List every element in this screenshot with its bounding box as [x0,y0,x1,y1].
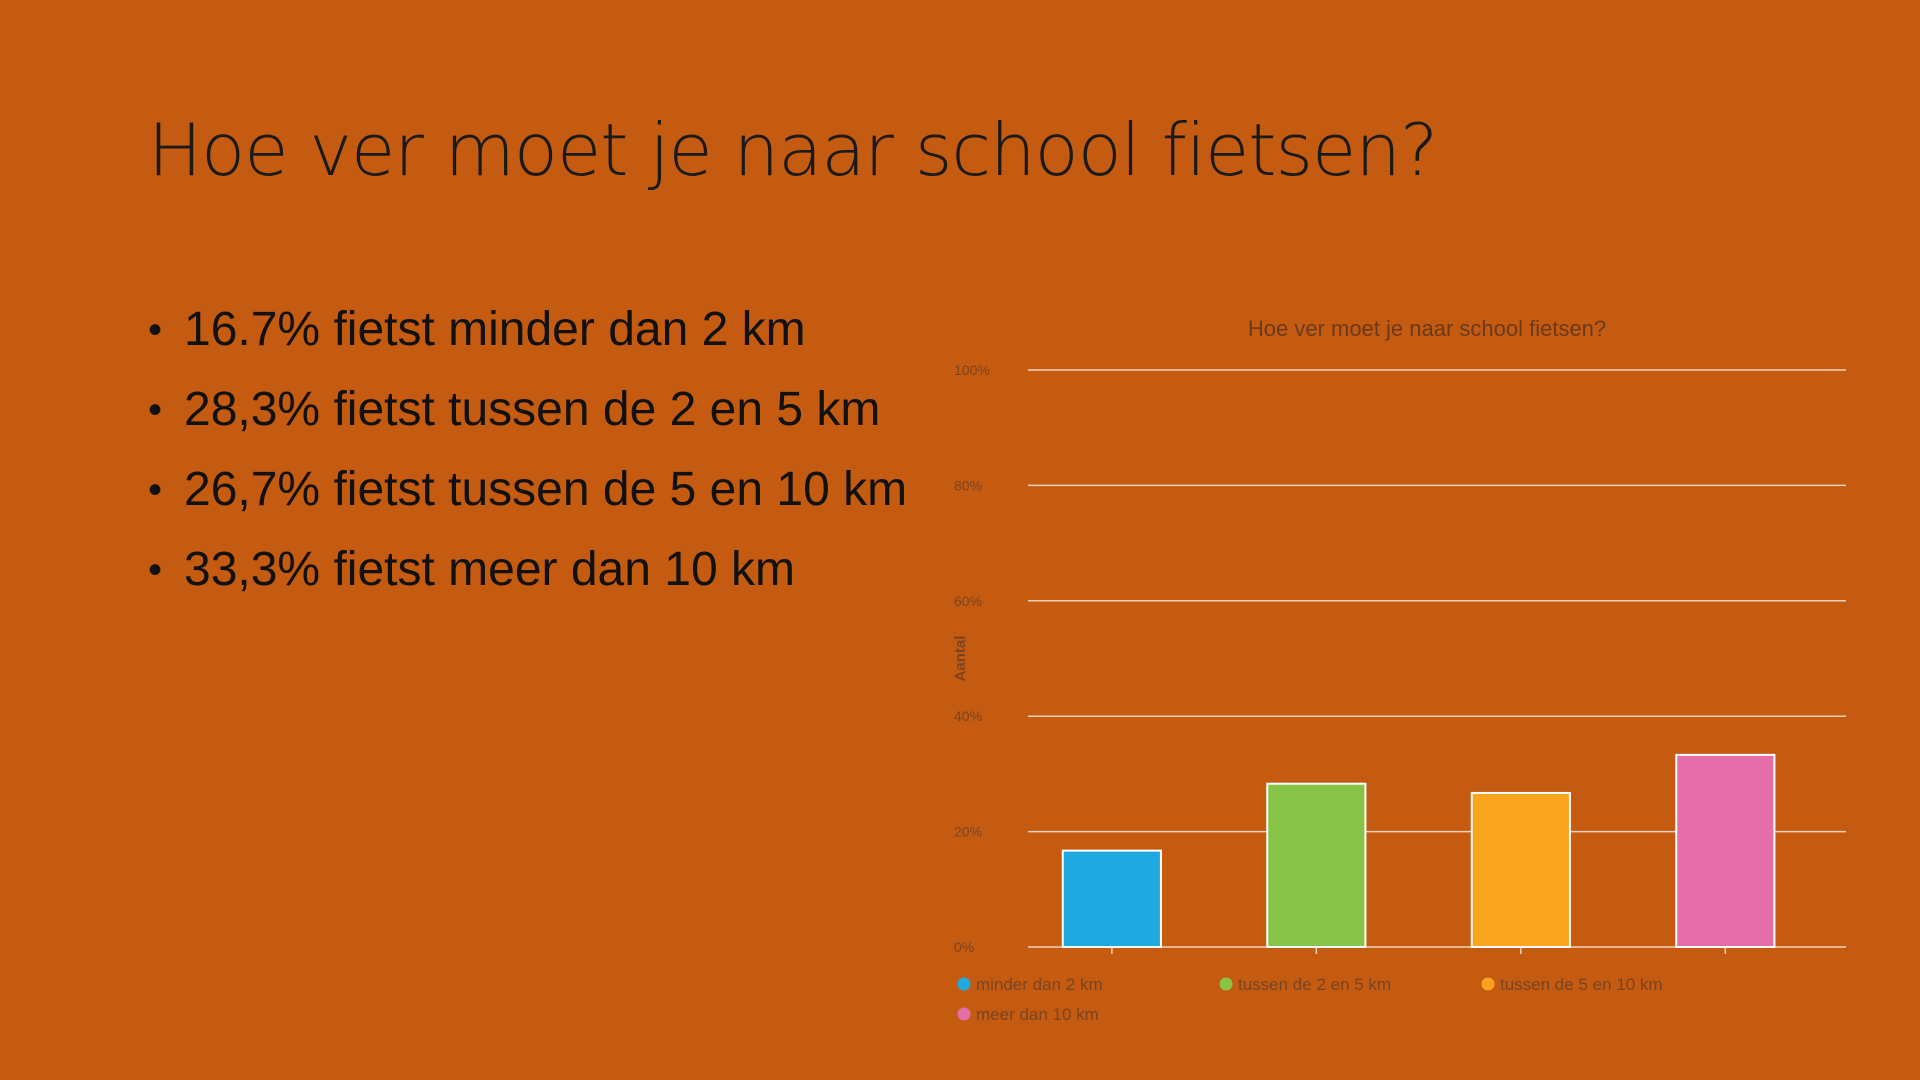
y-tick-label: 20% [954,824,982,840]
bullet-text: 16.7% fietst minder dan 2 km [184,303,806,356]
legend-swatch-3 [1481,977,1495,991]
bullet-glyph: • [148,308,163,352]
bullet-text: 28,3% fietst tussen de 2 en 5 km [184,383,881,436]
y-axis-label: Aantal [952,636,969,682]
chart-title: Hoe ver moet je naar school fietsen? [1248,316,1606,341]
y-tick-label: 60% [954,593,982,609]
legend-label-4: meer dan 10 km [976,1005,1099,1024]
legend-label-3: tussen de 5 en 10 km [1500,975,1663,994]
y-tick-label: 0% [954,939,974,955]
bar-chart: Hoe ver moet je naar school fietsen? 0% 20… [952,316,1846,1024]
legend-swatch-1 [957,977,971,991]
legend-label-1: minder dan 2 km [976,975,1103,994]
y-tick-label: 80% [954,477,982,493]
bullet-item: • 33,3% fietst meer dan 10 km [148,530,907,610]
bar-1 [1061,849,1162,948]
bullet-item: • 16.7% fietst minder dan 2 km [148,290,907,370]
bullet-glyph: • [148,468,163,512]
bullet-item: • 26,7% fietst tussen de 5 en 10 km [148,450,907,530]
legend-label-2: tussen de 2 en 5 km [1238,975,1391,994]
bullet-list: • 16.7% fietst minder dan 2 km • 28,3% fie… [148,290,907,610]
y-tick-label: 100% [954,362,990,378]
bar-3 [1470,791,1571,949]
bullet-text: 33,3% fietst meer dan 10 km [184,543,795,596]
bullet-text: 26,7% fietst tussen de 5 en 10 km [184,463,908,516]
legend-swatch-2 [1219,977,1233,991]
bullet-glyph: • [148,388,163,432]
bar-4 [1675,753,1776,949]
slide-title: Hoe ver moet je naar school fietsen? [148,108,1438,192]
y-tick-label: 40% [954,708,982,724]
bullet-item: • 28,3% fietst tussen de 2 en 5 km [148,370,907,450]
bullet-glyph: • [148,548,163,592]
legend-swatch-4 [957,1007,971,1021]
bar-2 [1266,782,1367,949]
